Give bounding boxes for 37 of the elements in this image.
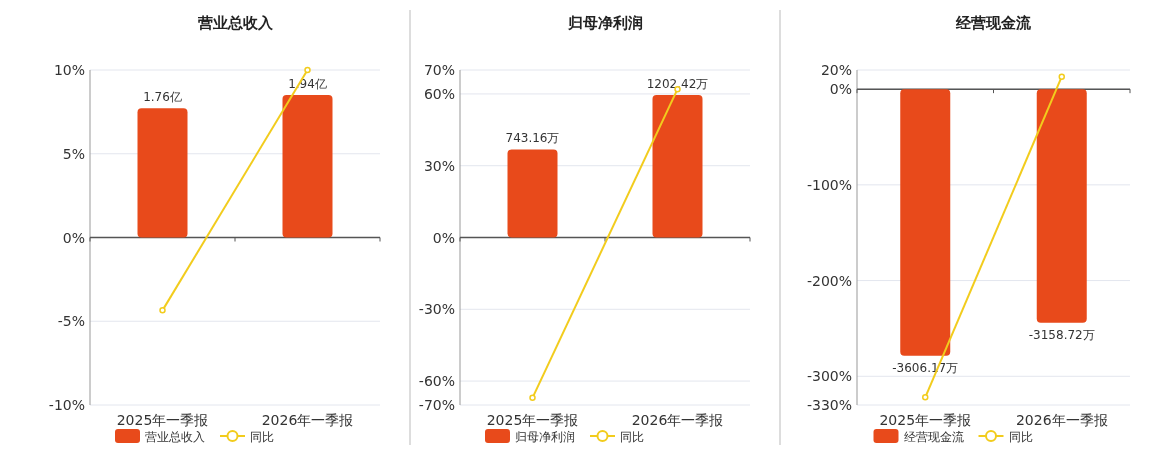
- legend-label: 同比: [1008, 430, 1033, 444]
- data-label: 1202.42万: [646, 77, 709, 92]
- y-tick-label: 10%: [53, 62, 85, 78]
- y-tick-label: 70%: [423, 62, 455, 78]
- x-tick-label: 2025年一季报: [879, 412, 972, 428]
- legend-label: 经营现金流: [903, 430, 964, 444]
- y-tick-label: 5%: [62, 145, 85, 162]
- legend-label: 同比: [250, 430, 274, 444]
- y-tick-label: 30%: [423, 157, 455, 174]
- y-tick-label: 20%: [820, 62, 852, 78]
- legend-label: 同比: [620, 430, 644, 444]
- x-tick-label: 2026年一季报: [261, 412, 354, 428]
- y-tick-label: 60%: [423, 85, 455, 102]
- data-label: 1.76亿: [143, 90, 182, 105]
- legend-label: 归母净利润: [515, 430, 575, 444]
- data-label: 743.16万: [505, 131, 560, 146]
- y-tick-label: -330%: [806, 397, 852, 413]
- y-tick-label: -10%: [48, 397, 85, 413]
- chart-title: 归母净利润: [566, 14, 643, 32]
- x-tick-label: 2026年一季报: [631, 412, 724, 428]
- chart-title: 营业总收入: [196, 14, 274, 32]
- y-tick-label: 0%: [432, 229, 455, 246]
- x-tick-label: 2025年一季报: [116, 412, 209, 428]
- legend-label: 营业总收入: [145, 430, 205, 444]
- y-tick-label: -100%: [806, 176, 852, 193]
- y-tick-label: -60%: [418, 373, 455, 390]
- y-tick-label: 0%: [62, 229, 85, 246]
- x-tick-label: 2025年一季报: [486, 412, 579, 428]
- y-tick-label: -5%: [57, 313, 85, 330]
- y-tick-label: -200%: [806, 272, 852, 289]
- chart-title: 经营现金流: [955, 14, 1032, 32]
- y-tick-label: -30%: [418, 301, 455, 318]
- data-label: -3158.72万: [1028, 327, 1095, 342]
- x-tick-label: 2026年一季报: [1015, 412, 1108, 428]
- y-tick-label: -70%: [418, 397, 455, 413]
- y-tick-label: -300%: [806, 368, 852, 385]
- y-tick-label: 0%: [829, 81, 852, 98]
